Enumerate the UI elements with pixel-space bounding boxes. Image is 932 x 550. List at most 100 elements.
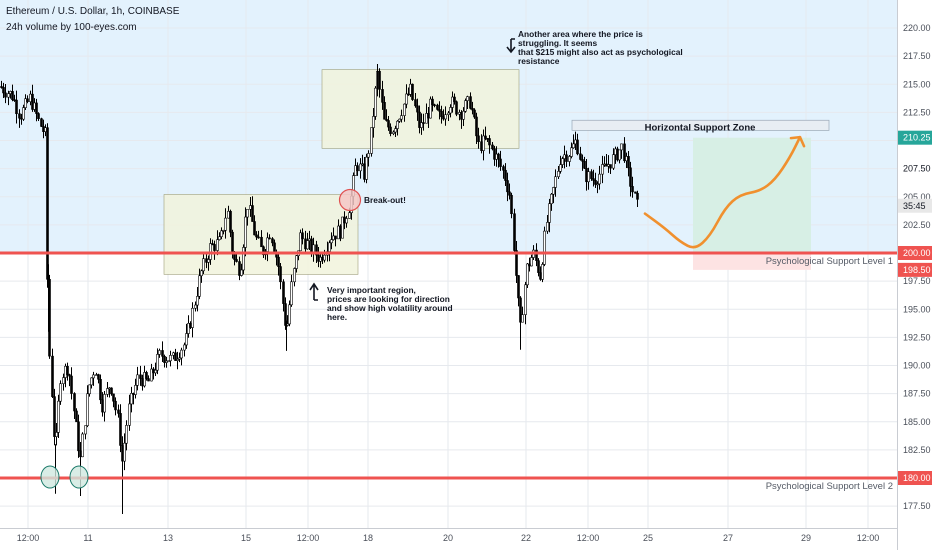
candle-body [59, 383, 62, 402]
candle-body [246, 209, 249, 218]
candle-body [381, 89, 384, 103]
candle-body [420, 122, 423, 128]
price-tick-label: 192.50 [903, 332, 931, 342]
candle-body [260, 236, 263, 248]
candle-body [422, 122, 425, 124]
price-tick-label: 212.50 [903, 107, 931, 117]
candle-body [240, 269, 243, 276]
annotation-important-region: Very important region, prices are looking… [327, 285, 453, 322]
price-tick-label: 185.00 [903, 417, 931, 427]
candle-body [158, 350, 161, 355]
candle-body [163, 356, 166, 363]
price-tag-label: 180.00 [903, 473, 931, 483]
price-tag-label: 207.50 [903, 164, 931, 174]
candle-body [128, 403, 131, 426]
candle-body [211, 243, 214, 245]
annotation-breakout: Break-out! [364, 195, 406, 205]
candle-body [112, 393, 115, 402]
price-tag-label: 210.25 [903, 133, 931, 143]
horizontal-support-zone [571, 119, 830, 131]
candle-body [370, 127, 373, 154]
candle-body [356, 165, 359, 172]
candle-body [75, 410, 78, 423]
candle-body [53, 396, 56, 437]
candle-body [387, 120, 390, 128]
arrow-up-icon [309, 282, 319, 301]
time-tick-label: 25 [643, 533, 653, 543]
candle-body [572, 143, 575, 149]
candle-body [429, 98, 432, 119]
candle-body [557, 171, 560, 178]
price-tick-label: 215.00 [903, 79, 931, 89]
candle-body [581, 159, 584, 162]
candle-body [145, 372, 148, 379]
candle-body [484, 135, 487, 139]
candle-body [330, 239, 333, 244]
candle-body [565, 154, 568, 162]
candle-body [552, 187, 555, 195]
candle-body [165, 360, 168, 363]
candle-body [629, 167, 632, 187]
candle-body [200, 270, 203, 277]
candle-body [510, 194, 513, 215]
candle-body [293, 268, 296, 283]
candle-body [414, 99, 417, 107]
candle-body [2, 87, 5, 94]
candle-body [196, 295, 199, 306]
candle-body [46, 127, 49, 280]
candle-body [194, 304, 197, 309]
candle-body [84, 425, 87, 435]
candle-body [587, 171, 590, 183]
time-tick-label: 18 [363, 533, 373, 543]
candle-body [378, 70, 381, 90]
time-tick-label: 15 [241, 533, 251, 543]
price-tick-label: 177.50 [903, 501, 931, 511]
candle-body [95, 374, 98, 376]
candle-body [537, 260, 540, 273]
candle-body [315, 244, 318, 256]
candle-body [26, 98, 29, 102]
candle-body [464, 100, 467, 112]
candle-body [123, 442, 126, 462]
arrow-down-icon [506, 38, 516, 54]
low-marker-circle [40, 465, 60, 489]
candle-body [550, 193, 553, 204]
candle-body [101, 399, 104, 413]
candle-body [136, 374, 139, 386]
candle-body [394, 128, 397, 133]
candle-body [216, 239, 219, 251]
candle-body [88, 384, 91, 395]
candle-body [70, 375, 73, 394]
support-level-label-2: Psychological Support Level 2 [766, 481, 893, 492]
candle-body [198, 275, 201, 297]
candle-body [22, 107, 25, 120]
candle-body [365, 156, 368, 180]
candle-body [636, 192, 639, 200]
candle-body [130, 393, 133, 405]
candle-body [372, 116, 375, 128]
candle-body [255, 234, 258, 238]
candle-body [15, 99, 18, 115]
candle-body [328, 242, 331, 252]
price-tick-label: 187.50 [903, 389, 931, 399]
candle-body [187, 323, 190, 334]
candle-body [273, 242, 276, 253]
candle-body [596, 183, 599, 186]
candle-body [172, 352, 175, 356]
price-tick-label: 205.00 [903, 192, 931, 202]
candle-body [345, 218, 348, 224]
candle-body [513, 213, 516, 251]
price-tag-label: 35:45 [903, 201, 926, 211]
candle-body [515, 250, 518, 276]
candle-body [90, 377, 93, 386]
candle-body [205, 258, 208, 263]
candle-body [218, 236, 221, 240]
candle-body [57, 400, 60, 433]
candle-body [284, 303, 287, 326]
candle-body [288, 304, 291, 325]
candle-body [279, 266, 282, 283]
candle-body [11, 91, 14, 100]
candle-body [403, 103, 406, 116]
candle-body [51, 355, 54, 397]
